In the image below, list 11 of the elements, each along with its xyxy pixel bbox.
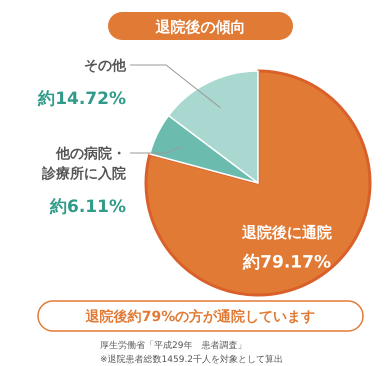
data-label: 約79.17% <box>242 252 331 272</box>
data-label: 約6.11% <box>49 197 126 217</box>
text: 退院後約79%の方が通院しています <box>84 308 316 325</box>
chart-title: 退院後の傾向 <box>154 18 246 36</box>
text: ※退院患者総数1459.2千人を対象として算出 <box>100 354 284 365</box>
text: 厚生労働省「平成29年 患者調査」 <box>100 340 246 351</box>
data-label: 約14.72% <box>37 89 126 109</box>
pie-slice <box>144 70 372 296</box>
slice-label: その他 <box>84 58 127 74</box>
slice-label: 他の病院・診療所に入院 <box>41 145 126 182</box>
slice-label: 退院後に通院 <box>241 223 332 242</box>
